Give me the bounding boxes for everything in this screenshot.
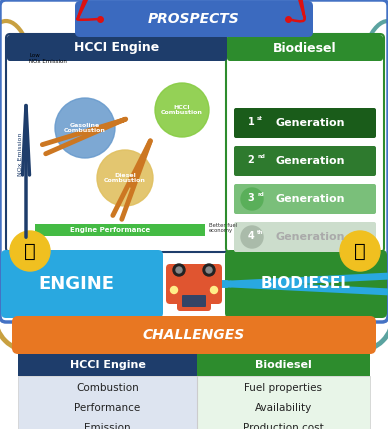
FancyBboxPatch shape (182, 295, 206, 307)
FancyBboxPatch shape (177, 291, 211, 311)
Text: Combustion: Combustion (76, 383, 139, 393)
Text: Biodiesel: Biodiesel (273, 42, 337, 54)
FancyBboxPatch shape (234, 184, 376, 214)
Circle shape (203, 264, 215, 276)
Text: Performance: Performance (74, 403, 140, 413)
FancyBboxPatch shape (166, 264, 222, 304)
Text: ENGINE: ENGINE (38, 275, 114, 293)
Text: th: th (257, 230, 263, 235)
Circle shape (340, 231, 380, 271)
Text: Production cost: Production cost (243, 423, 324, 429)
Text: HCCI Engine: HCCI Engine (69, 360, 146, 370)
Circle shape (211, 287, 218, 293)
Text: NOx Emission: NOx Emission (17, 132, 23, 176)
Text: Generation: Generation (275, 156, 345, 166)
Text: rd: rd (257, 191, 264, 196)
Text: Generation: Generation (275, 194, 345, 204)
Circle shape (170, 287, 177, 293)
Text: 3: 3 (248, 193, 255, 203)
Circle shape (155, 83, 209, 137)
FancyBboxPatch shape (234, 222, 376, 252)
FancyBboxPatch shape (1, 250, 163, 318)
Text: PROSPECTS: PROSPECTS (148, 12, 240, 26)
Text: Generation: Generation (275, 118, 345, 128)
Circle shape (173, 264, 185, 276)
Text: nd: nd (257, 154, 265, 158)
FancyBboxPatch shape (18, 376, 197, 429)
Text: 🛢: 🛢 (354, 242, 366, 260)
FancyBboxPatch shape (7, 35, 227, 61)
Text: Engine Performance: Engine Performance (70, 227, 150, 233)
Text: HCCI
Combustion: HCCI Combustion (161, 105, 203, 115)
FancyBboxPatch shape (12, 316, 376, 354)
Circle shape (206, 267, 212, 273)
FancyBboxPatch shape (225, 250, 387, 318)
Text: Emission: Emission (84, 423, 131, 429)
Text: BIODIESEL: BIODIESEL (261, 277, 351, 291)
Circle shape (97, 150, 153, 206)
FancyBboxPatch shape (6, 34, 228, 252)
Circle shape (241, 188, 263, 210)
Text: Biodiesel: Biodiesel (255, 360, 312, 370)
FancyBboxPatch shape (35, 224, 205, 236)
FancyBboxPatch shape (234, 146, 376, 176)
Text: Diesel
Combustion: Diesel Combustion (104, 172, 146, 184)
Text: 4: 4 (248, 231, 255, 241)
Text: Gasoline
Combustion: Gasoline Combustion (64, 123, 106, 133)
FancyBboxPatch shape (18, 354, 197, 376)
FancyBboxPatch shape (197, 376, 370, 429)
Circle shape (241, 226, 263, 248)
FancyBboxPatch shape (226, 34, 384, 252)
FancyBboxPatch shape (227, 35, 383, 61)
Circle shape (176, 267, 182, 273)
Text: Low
NOx Emission: Low NOx Emission (29, 53, 67, 64)
Circle shape (10, 231, 50, 271)
Circle shape (241, 150, 263, 172)
Text: CHALLENGES: CHALLENGES (143, 328, 245, 342)
Text: 2: 2 (248, 155, 255, 165)
Text: Fuel properties: Fuel properties (244, 383, 322, 393)
Text: st: st (257, 115, 263, 121)
Circle shape (55, 98, 115, 158)
Text: 🔩: 🔩 (24, 242, 36, 260)
Text: Better fuel
economy: Better fuel economy (209, 223, 237, 233)
Circle shape (241, 112, 263, 134)
Text: Generation: Generation (275, 232, 345, 242)
FancyBboxPatch shape (234, 108, 376, 138)
FancyBboxPatch shape (75, 1, 313, 37)
FancyBboxPatch shape (197, 354, 370, 376)
Text: 1: 1 (248, 117, 255, 127)
Text: Availability: Availability (255, 403, 312, 413)
Text: HCCI Engine: HCCI Engine (74, 42, 159, 54)
